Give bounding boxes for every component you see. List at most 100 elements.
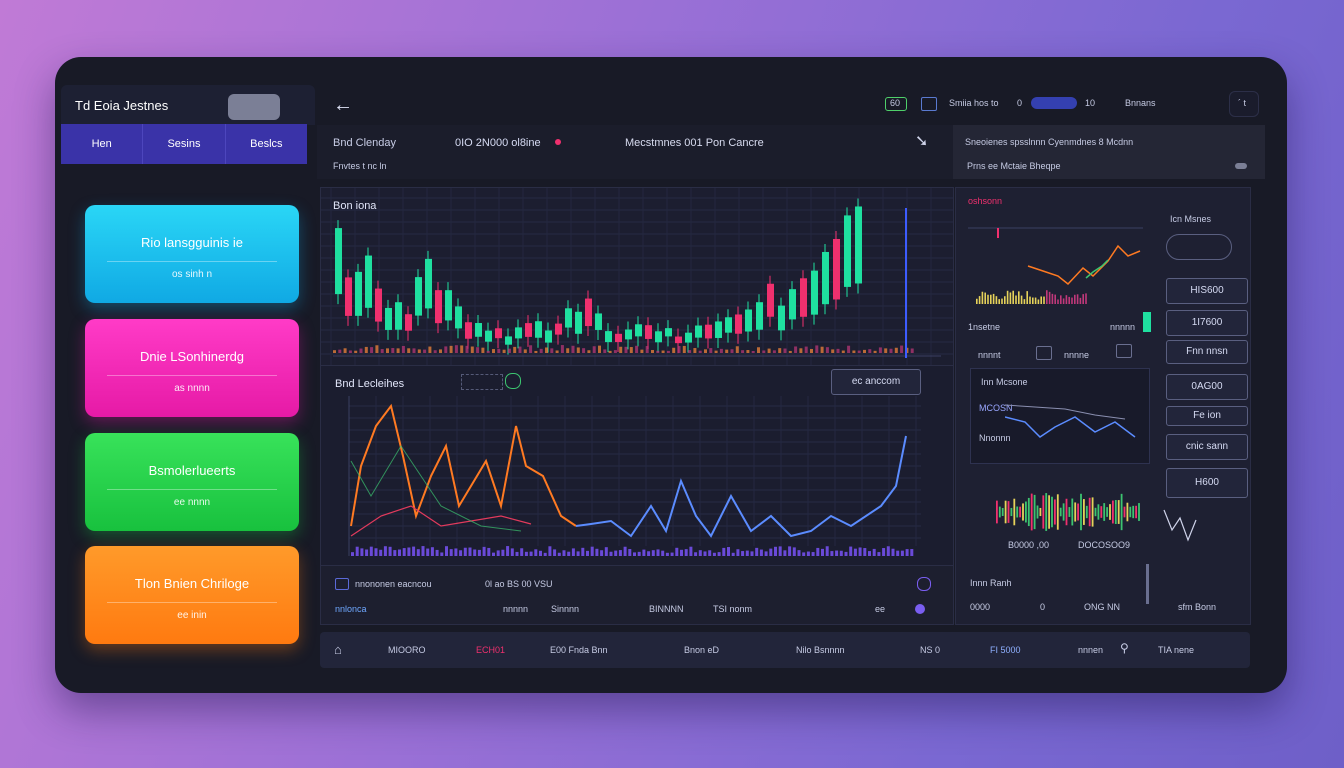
feature-card-green[interactable]: Bsmolerlueerts ee nnnn — [85, 433, 299, 531]
pair-sublabel: Fnvtes t nc ln — [333, 161, 387, 171]
candlestick-chart[interactable] — [321, 188, 953, 366]
value-button-2[interactable]: 1I7600 — [1166, 310, 1248, 336]
monitor-icon[interactable] — [921, 97, 937, 111]
ticker-item-1[interactable]: MIOORO — [388, 645, 426, 655]
ticker-item-4[interactable]: Bnon eD — [684, 645, 720, 655]
tab-basics[interactable]: Beslcs — [224, 124, 307, 164]
volume-bar — [1106, 507, 1108, 517]
price-label: 0IO 2N000 ol8ine — [455, 137, 541, 149]
volume-bar — [534, 549, 538, 556]
volume-bar — [1059, 507, 1062, 517]
volume-bar — [868, 349, 872, 353]
volume-bar — [778, 546, 782, 556]
refresh-icon[interactable] — [505, 373, 521, 389]
ticker-item-7[interactable]: FI 5000 — [990, 645, 1021, 655]
volume-bar — [1091, 497, 1094, 527]
volume-bar — [799, 348, 803, 353]
footer-value-1: 0000 — [970, 602, 991, 612]
value-button-6[interactable]: cnic sann — [1166, 434, 1248, 460]
ticker-item-9[interactable]: TIA nene — [1158, 645, 1195, 655]
divider — [107, 261, 277, 262]
tab-home[interactable]: Hen — [91, 138, 112, 150]
divider — [107, 375, 277, 376]
zoom-button[interactable]: ec anccom — [831, 369, 921, 395]
candle-body — [395, 302, 402, 330]
feature-card-orange[interactable]: Tlon Bnien Chriloge ee inin — [85, 546, 299, 644]
volume-bar — [1007, 501, 1010, 523]
mini-bar — [981, 291, 984, 304]
value-button-7[interactable]: H600 — [1166, 468, 1248, 498]
volume-bar — [566, 348, 570, 353]
ticker-item-3[interactable]: E00 Fnda Bnn — [550, 645, 608, 655]
slider-icon[interactable] — [1235, 163, 1247, 169]
volume-bar — [877, 552, 881, 556]
volume-bar — [523, 349, 527, 353]
volume-bar — [571, 548, 575, 556]
feature-card-cyan[interactable]: Rio lansgguinis ie os sinh n — [85, 205, 299, 303]
volume-bar — [1085, 505, 1088, 519]
topbar-user[interactable]: Bnnans — [1125, 98, 1156, 108]
volume-bar — [688, 350, 692, 353]
volume-bar — [412, 546, 416, 556]
sidebar-tabs: Hen Sesins Beslcs — [61, 124, 307, 164]
volume-bar — [518, 346, 522, 353]
summary-title: Sneoienes spsslnnn Cyenmdnes 8 Mcdnn — [965, 137, 1134, 147]
ticker-item-5[interactable]: Nilo Bsnnnn — [796, 645, 845, 655]
back-arrow-icon[interactable]: ← — [333, 94, 353, 116]
level-bar — [1143, 312, 1151, 332]
volume-bar — [1010, 507, 1013, 517]
volume-bar — [1004, 500, 1007, 524]
candle-body — [445, 290, 452, 321]
stat-mid: 0l ao BS 00 VSU — [485, 579, 553, 589]
scroll-track[interactable] — [1146, 564, 1149, 604]
candle-body — [645, 325, 652, 339]
sub-chart-label-a: MCOSN — [979, 403, 1013, 413]
line-chart[interactable] — [321, 366, 953, 566]
topbar-count: 0 — [1017, 98, 1023, 108]
volume-bar — [797, 550, 801, 556]
toggle-switch[interactable] — [228, 94, 280, 120]
value-button-1[interactable]: HIS600 — [1166, 278, 1248, 304]
volume-bar — [600, 550, 604, 556]
volume-bar — [338, 349, 342, 353]
divider — [107, 602, 277, 603]
candle-body — [767, 283, 774, 317]
volume-bar — [1022, 503, 1024, 521]
candle-body — [555, 323, 562, 335]
volume-bar — [433, 350, 437, 353]
volume-bar — [576, 347, 580, 353]
tab-sessions[interactable]: Sesins — [142, 124, 224, 164]
ticker-item-8[interactable]: nnnen — [1078, 645, 1104, 655]
menu-button[interactable]: ´ t — [1229, 91, 1259, 117]
square-icon[interactable] — [1036, 346, 1052, 360]
feature-card-pink[interactable]: Dnie LSonhinerdg as nnnn — [85, 319, 299, 417]
volume-bar — [794, 346, 798, 353]
volume-bar — [1019, 506, 1021, 518]
mini-bar — [978, 296, 981, 304]
value-button-4[interactable]: 0AG00 — [1166, 374, 1248, 400]
settings-icon[interactable] — [917, 577, 931, 591]
value-button-3[interactable]: Fnn nnsn — [1166, 340, 1248, 364]
value-button-5[interactable]: Fe ion — [1166, 406, 1248, 426]
volume-bar — [548, 546, 552, 556]
search-icon[interactable]: ⚲ — [1120, 641, 1129, 655]
volume-bar — [661, 350, 665, 353]
square-icon[interactable] — [1116, 344, 1132, 358]
home-icon[interactable]: ⌂ — [334, 642, 342, 657]
stats-row: nnononen eacncou 0l ao BS 00 VSU nnlonca… — [320, 565, 954, 625]
ticker-item-2[interactable]: ECH01 — [476, 645, 506, 655]
ticker-item-6[interactable]: NS 0 — [920, 645, 941, 655]
mini-bar — [1009, 292, 1012, 304]
volume-bar — [1054, 499, 1056, 525]
volume-bar — [847, 345, 851, 353]
summary-sub: Prns ee Mctaie Bheqpe — [967, 161, 1061, 171]
volume-bar — [757, 347, 760, 353]
mini-bar — [1057, 299, 1059, 304]
volume-bar — [698, 350, 702, 353]
stat-r1a: nnlonca — [335, 604, 367, 614]
candle-body — [595, 313, 602, 330]
volume-bar — [872, 548, 876, 556]
volume-bar — [454, 548, 458, 556]
volume-bar — [704, 349, 707, 353]
volume-bar — [534, 350, 538, 353]
